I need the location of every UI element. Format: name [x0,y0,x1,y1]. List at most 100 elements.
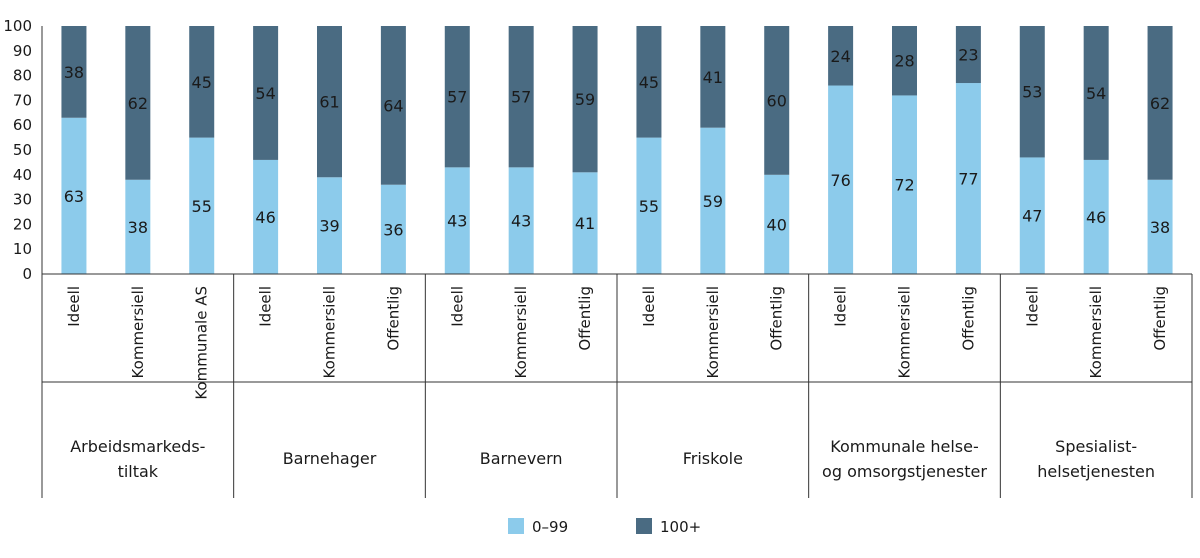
y-tick-label: 90 [13,42,32,60]
data-label-100-plus: 54 [1086,84,1106,103]
data-label-100-plus: 41 [703,68,723,87]
data-label-100-plus: 23 [958,46,978,65]
data-label-0-99: 55 [639,197,659,216]
data-label-100-plus: 38 [64,63,84,82]
data-label-0-99: 38 [1150,218,1170,237]
bar-segment-0-99 [1019,157,1045,274]
bar-segment-0-99 [700,127,726,275]
data-label-0-99: 76 [830,171,850,190]
data-label-0-99: 43 [447,212,467,231]
category-label: Kommersiell [321,286,339,378]
bar-segment-0-99 [764,174,790,274]
category-label: Ideell [65,286,83,327]
bar-segment-100-plus [1147,26,1173,180]
data-label-100-plus: 62 [1150,94,1170,113]
bar-segment-100-plus [764,26,790,175]
category-label: Kommersiell [129,286,147,378]
y-tick-label: 40 [13,166,32,184]
y-tick-label: 50 [13,141,32,159]
y-tick-label: 30 [13,191,32,209]
bar-segment-100-plus [828,26,854,86]
y-tick-label: 80 [13,67,32,85]
y-tick-label: 70 [13,91,32,109]
data-label-100-plus: 57 [447,88,467,107]
bar-segment-100-plus [892,26,917,96]
category-label: Offentlig [768,286,786,351]
bar-segment-0-99 [380,184,406,274]
bar-segment-0-99 [125,179,151,274]
data-label-100-plus: 60 [767,91,787,110]
bar-segment-100-plus [1083,26,1109,160]
bar-segment-100-plus [317,26,342,178]
category-label: Kommersiell [1087,286,1105,378]
category-label: Kommunale AS [193,286,211,400]
category-label: Offentlig [576,286,594,351]
data-label-0-99: 63 [64,187,84,206]
bar-segment-0-99 [253,159,279,274]
bar-segment-100-plus [955,26,981,84]
bar-segment-100-plus [253,26,279,160]
bar-segment-100-plus [444,26,470,168]
legend-swatch-100-plus [636,518,652,534]
bar-segment-0-99 [61,117,87,274]
bar-segment-0-99 [828,85,854,275]
bar-segment-100-plus [572,26,598,173]
bar-segment-100-plus [700,26,726,128]
data-label-0-99: 39 [319,217,339,236]
data-label-0-99: 47 [1022,207,1042,226]
data-label-100-plus: 24 [830,47,850,66]
data-label-0-99: 46 [255,208,275,227]
category-label: Ideell [257,286,275,327]
y-tick-label: 0 [22,265,32,283]
category-label: Ideell [448,286,466,327]
group-label: tiltak [118,462,159,481]
bar-segment-0-99 [892,95,917,274]
bar-segment-0-99 [1083,159,1109,274]
legend-swatch-0-99 [508,518,524,534]
category-label: Kommersiell [896,286,914,378]
y-tick-label: 100 [3,17,32,35]
y-tick-label: 20 [13,215,32,233]
data-label-0-99: 55 [192,197,212,216]
group-label: helsetjenesten [1037,462,1155,481]
legend-label-0-99: 0–99 [532,518,568,536]
legend-label-100-plus: 100+ [660,518,701,536]
bar-segment-100-plus [125,26,151,180]
bar-segment-100-plus [636,26,662,138]
bar-segment-0-99 [444,167,470,274]
category-label: Offentlig [959,286,977,351]
group-label: og omsorgstjenester [822,462,987,481]
data-label-100-plus: 62 [128,94,148,113]
data-label-0-99: 40 [767,215,787,234]
data-label-0-99: 77 [958,170,978,189]
bar-segment-100-plus [508,26,534,168]
group-label: Arbeidsmarkeds- [70,437,205,456]
data-label-100-plus: 64 [383,96,403,115]
y-tick-label: 10 [13,240,32,258]
group-label: Spesialist- [1055,437,1137,456]
bar-segment-0-99 [636,137,662,274]
bar-segment-100-plus [380,26,406,185]
data-label-0-99: 46 [1086,208,1106,227]
bar-segment-0-99 [317,177,342,274]
bar-segment-0-99 [508,167,534,274]
bar-segment-0-99 [1147,179,1173,274]
group-label: Barnehager [283,449,377,468]
bar-segment-100-plus [61,26,87,118]
bar-segment-0-99 [189,137,215,274]
bar-segment-0-99 [572,172,598,274]
data-label-0-99: 38 [128,218,148,237]
data-label-0-99: 36 [383,220,403,239]
bar-segment-100-plus [189,26,215,138]
category-label: Kommersiell [704,286,722,378]
category-label: Kommersiell [512,286,530,378]
data-label-100-plus: 61 [319,93,339,112]
data-label-0-99: 59 [703,192,723,211]
data-label-100-plus: 53 [1022,83,1042,102]
group-label: Friskole [683,449,743,468]
bar-segment-0-99 [955,83,981,274]
data-label-100-plus: 54 [255,84,275,103]
data-label-100-plus: 59 [575,90,595,109]
data-label-100-plus: 45 [192,73,212,92]
